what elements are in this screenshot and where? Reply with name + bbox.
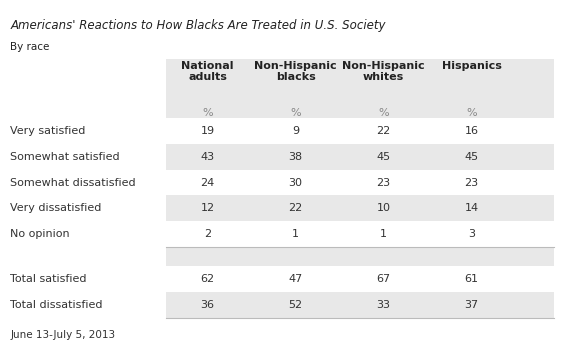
Text: National
adults: National adults	[181, 61, 234, 82]
Text: No opinion: No opinion	[10, 229, 70, 239]
Text: 37: 37	[464, 300, 479, 310]
Text: 23: 23	[464, 177, 479, 188]
Text: 22: 22	[288, 203, 303, 213]
Text: 36: 36	[201, 300, 214, 310]
Text: 14: 14	[464, 203, 479, 213]
Text: %: %	[378, 108, 389, 118]
Bar	[166, 195, 554, 221]
Text: 3: 3	[468, 229, 475, 239]
Text: 1: 1	[292, 229, 299, 239]
Text: 19: 19	[200, 126, 215, 136]
Text: 9: 9	[292, 126, 299, 136]
Text: %: %	[290, 108, 301, 118]
Text: 30: 30	[289, 177, 302, 188]
Bar	[166, 59, 554, 122]
Text: %: %	[202, 108, 213, 118]
Text: 61: 61	[465, 274, 478, 284]
Bar	[166, 247, 554, 266]
Text: 47: 47	[288, 274, 303, 284]
Text: 2: 2	[204, 229, 211, 239]
Text: Very satisfied: Very satisfied	[10, 126, 86, 136]
Text: 52: 52	[288, 300, 303, 310]
Text: Somewhat satisfied: Somewhat satisfied	[10, 152, 120, 162]
Text: Hispanics: Hispanics	[442, 61, 501, 71]
Text: Non-Hispanic
blacks: Non-Hispanic blacks	[254, 61, 337, 82]
Text: Total dissatisfied: Total dissatisfied	[10, 300, 103, 310]
Text: Non-Hispanic
whites: Non-Hispanic whites	[342, 61, 425, 82]
Text: 62: 62	[200, 274, 215, 284]
Text: 45: 45	[376, 152, 391, 162]
Text: 45: 45	[464, 152, 479, 162]
Text: By race: By race	[10, 42, 50, 52]
Bar	[166, 292, 554, 318]
Text: June 13-July 5, 2013: June 13-July 5, 2013	[10, 330, 115, 340]
Text: Somewhat dissatisfied: Somewhat dissatisfied	[10, 177, 136, 188]
Text: Total satisfied: Total satisfied	[10, 274, 87, 284]
Text: 1: 1	[380, 229, 387, 239]
Text: 22: 22	[376, 126, 391, 136]
Bar	[166, 266, 554, 292]
Text: 10: 10	[377, 203, 390, 213]
Text: 12: 12	[200, 203, 215, 213]
Text: Very dissatisfied: Very dissatisfied	[10, 203, 102, 213]
Bar	[166, 170, 554, 195]
Text: 16: 16	[465, 126, 478, 136]
Bar	[166, 221, 554, 247]
Text: 43: 43	[200, 152, 215, 162]
Bar	[166, 144, 554, 170]
Text: 24: 24	[200, 177, 215, 188]
Text: %: %	[466, 108, 477, 118]
Bar	[166, 118, 554, 144]
Text: Americans' Reactions to How Blacks Are Treated in U.S. Society: Americans' Reactions to How Blacks Are T…	[10, 19, 386, 32]
Text: 23: 23	[376, 177, 391, 188]
Text: 67: 67	[376, 274, 391, 284]
Text: 33: 33	[377, 300, 390, 310]
Text: 38: 38	[288, 152, 303, 162]
